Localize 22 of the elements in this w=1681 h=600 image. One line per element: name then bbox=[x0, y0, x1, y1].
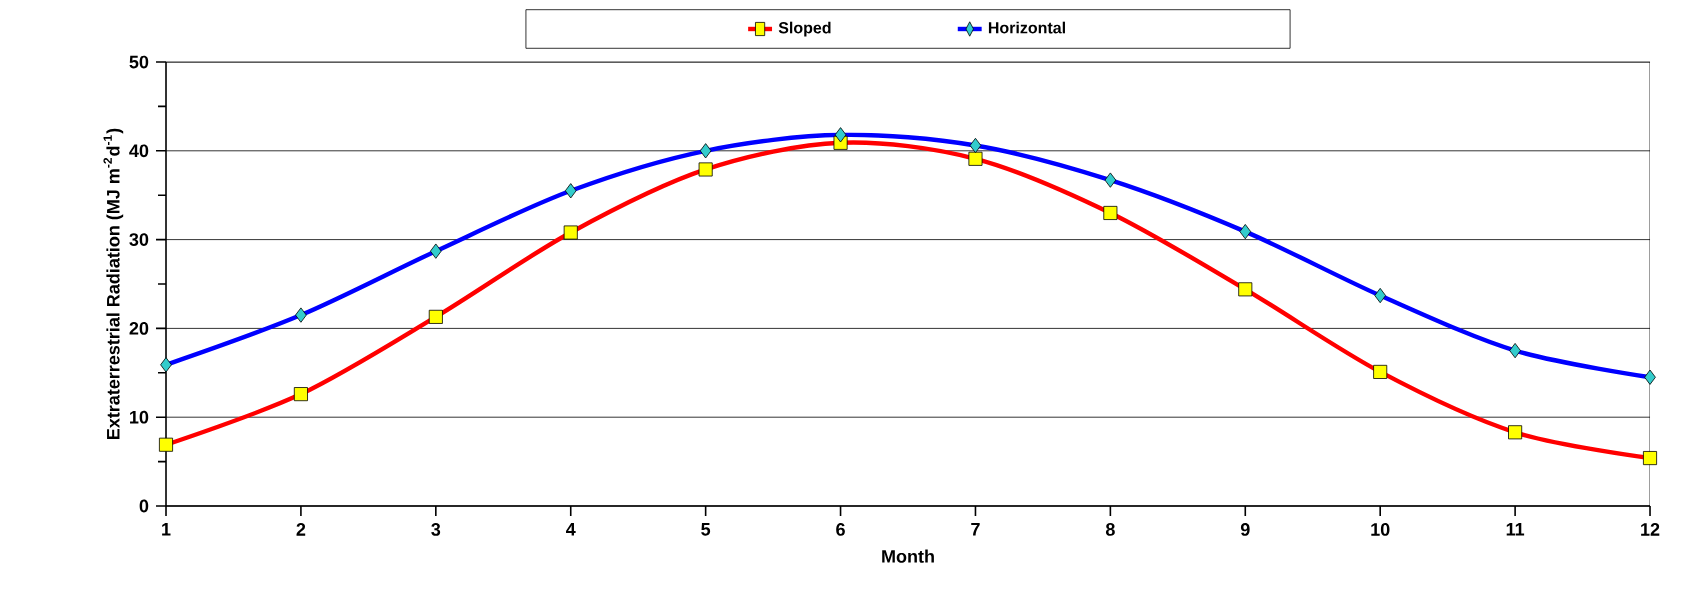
x-tick-label: 10 bbox=[1371, 523, 1390, 536]
legend-label: Sloped bbox=[778, 21, 831, 37]
legend-label: Horizontal bbox=[988, 21, 1065, 34]
y-tick-label: 50 bbox=[129, 55, 149, 69]
x-axis-title: Month bbox=[882, 549, 934, 563]
x-tick-label: 3 bbox=[431, 523, 441, 536]
y-tick-label: 20 bbox=[129, 322, 149, 335]
x-tick-label: 11 bbox=[1506, 523, 1525, 536]
x-tick-label: 12 bbox=[1641, 523, 1660, 536]
x-tick-label: 9 bbox=[1240, 523, 1250, 536]
x-tick-label: 1 bbox=[162, 523, 171, 536]
x-tick-label: 7 bbox=[971, 523, 980, 536]
y-tick-label: 30 bbox=[129, 233, 149, 246]
y-tick-label: 40 bbox=[129, 144, 149, 158]
x-tick-label: 6 bbox=[836, 523, 845, 536]
y-tick-label: 0 bbox=[139, 499, 149, 513]
y-tick-label: 10 bbox=[130, 410, 149, 424]
x-tick-label: 4 bbox=[566, 523, 576, 536]
x-tick-label: 5 bbox=[701, 523, 711, 536]
x-tick-label: 8 bbox=[1105, 523, 1115, 536]
y-axis-title: Extraterrestrial Radiation (MJ m$^{-2}$d$^{-1}$) bbox=[103, 128, 124, 440]
x-tick-label: 2 bbox=[296, 523, 306, 536]
